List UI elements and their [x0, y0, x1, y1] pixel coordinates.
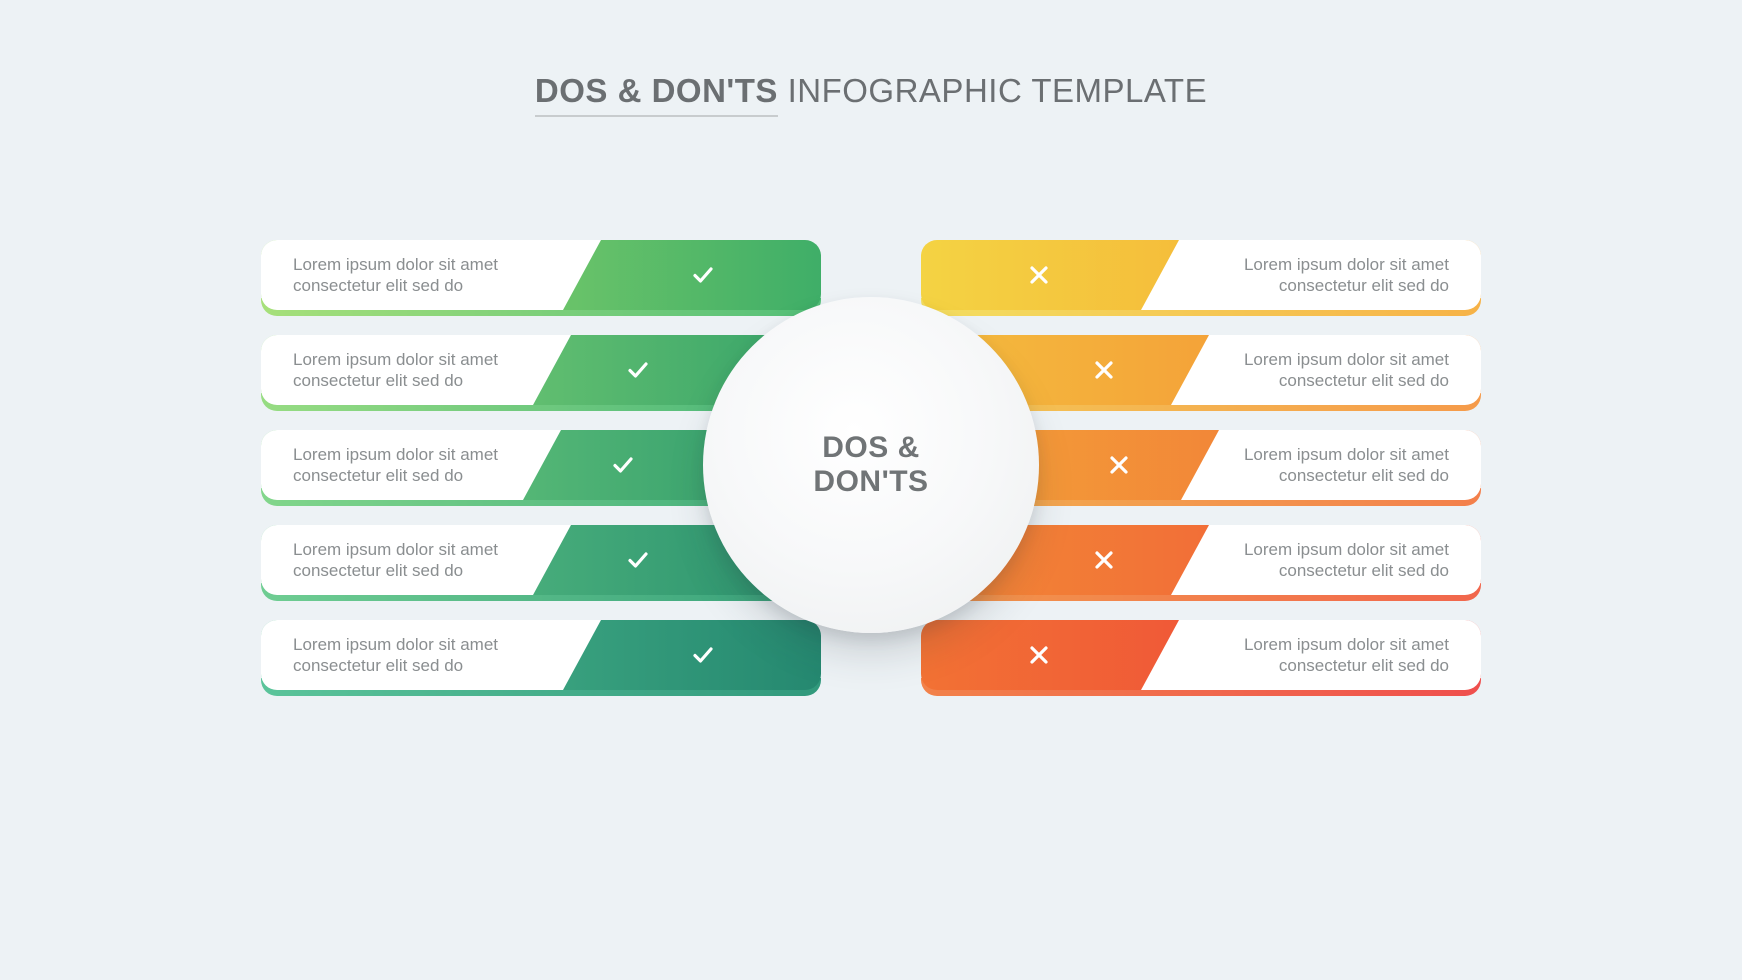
- do-row-4-card: Lorem ipsum dolor sit amet consectetur e…: [261, 525, 571, 595]
- dont-row-3-card: Lorem ipsum dolor sit amet consectetur e…: [1181, 430, 1481, 500]
- dont-row-2-text: Lorem ipsum dolor sit amet consectetur e…: [1204, 349, 1449, 392]
- cross-icon: [1027, 643, 1051, 667]
- infographic-canvas: DOS & DON'TS INFOGRAPHIC TEMPLATE Lorem …: [0, 0, 1742, 980]
- dont-row-1-card: Lorem ipsum dolor sit amet consectetur e…: [1141, 240, 1481, 310]
- center-circle: DOS & DON'TS: [703, 297, 1039, 633]
- dont-row-1-text: Lorem ipsum dolor sit amet consectetur e…: [1204, 254, 1449, 297]
- cross-icon: [1027, 263, 1051, 287]
- do-row-5-text: Lorem ipsum dolor sit amet consectetur e…: [293, 634, 538, 677]
- dont-row-5: Lorem ipsum dolor sit amet consectetur e…: [921, 620, 1481, 690]
- do-row-3-card: Lorem ipsum dolor sit amet consectetur e…: [261, 430, 561, 500]
- dont-row-5-card: Lorem ipsum dolor sit amet consectetur e…: [1141, 620, 1481, 690]
- do-row-1-card: Lorem ipsum dolor sit amet consectetur e…: [261, 240, 601, 310]
- do-row-4-text: Lorem ipsum dolor sit amet consectetur e…: [293, 539, 538, 582]
- cross-icon: [1092, 358, 1116, 382]
- do-row-2-card: Lorem ipsum dolor sit amet consectetur e…: [261, 335, 571, 405]
- check-icon: [691, 263, 715, 287]
- center-line-1: DOS &: [822, 431, 920, 464]
- dont-row-5-text: Lorem ipsum dolor sit amet consectetur e…: [1204, 634, 1449, 677]
- dont-row-2-card: Lorem ipsum dolor sit amet consectetur e…: [1171, 335, 1481, 405]
- page-title: DOS & DON'TS INFOGRAPHIC TEMPLATE: [0, 72, 1742, 110]
- center-label: DOS & DON'TS: [813, 431, 928, 500]
- check-icon: [611, 453, 635, 477]
- dont-row-3-text: Lorem ipsum dolor sit amet consectetur e…: [1213, 444, 1449, 487]
- check-icon: [626, 548, 650, 572]
- dont-row-1: Lorem ipsum dolor sit amet consectetur e…: [921, 240, 1481, 310]
- title-bold: DOS & DON'TS: [535, 72, 778, 117]
- do-row-1-text: Lorem ipsum dolor sit amet consectetur e…: [293, 254, 538, 297]
- center-line-2: DON'TS: [813, 465, 928, 498]
- dont-row-4-text: Lorem ipsum dolor sit amet consectetur e…: [1204, 539, 1449, 582]
- cross-icon: [1107, 453, 1131, 477]
- check-icon: [626, 358, 650, 382]
- cross-icon: [1092, 548, 1116, 572]
- do-row-5-card: Lorem ipsum dolor sit amet consectetur e…: [261, 620, 601, 690]
- title-light: INFOGRAPHIC TEMPLATE: [788, 72, 1208, 109]
- dont-row-4-card: Lorem ipsum dolor sit amet consectetur e…: [1171, 525, 1481, 595]
- check-icon: [691, 643, 715, 667]
- do-row-1: Lorem ipsum dolor sit amet consectetur e…: [261, 240, 821, 310]
- diagram-stage: Lorem ipsum dolor sit amet consectetur e…: [261, 240, 1481, 690]
- do-row-3-text: Lorem ipsum dolor sit amet consectetur e…: [293, 444, 529, 487]
- do-row-2-text: Lorem ipsum dolor sit amet consectetur e…: [293, 349, 538, 392]
- do-row-5: Lorem ipsum dolor sit amet consectetur e…: [261, 620, 821, 690]
